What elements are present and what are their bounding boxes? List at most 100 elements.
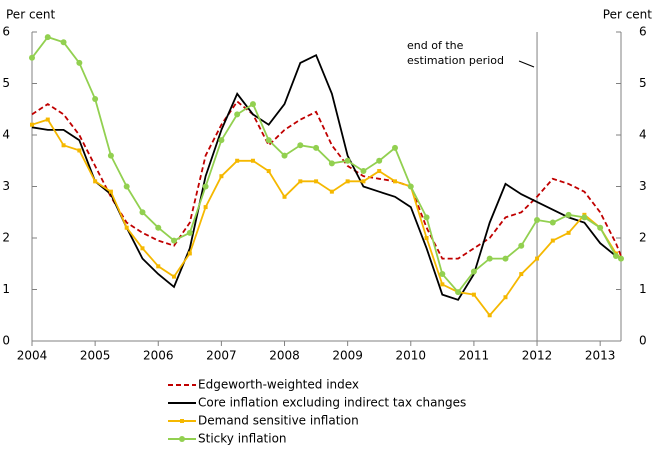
point <box>202 183 209 190</box>
point <box>234 111 241 118</box>
point <box>265 137 272 144</box>
point <box>329 189 334 194</box>
y2-axis-label: Per cent <box>603 8 653 22</box>
point <box>361 179 366 184</box>
point <box>391 144 398 151</box>
point <box>612 253 619 260</box>
point <box>565 211 572 218</box>
point <box>45 117 50 122</box>
legend-marker <box>179 436 185 442</box>
point <box>61 143 66 148</box>
point <box>203 205 208 210</box>
point <box>392 179 397 184</box>
point <box>108 189 113 194</box>
legend-label: Demand sensitive inflation <box>198 414 359 428</box>
series-line <box>31 36 622 294</box>
point <box>502 255 509 262</box>
series-line <box>31 100 622 260</box>
point <box>455 289 462 296</box>
y-tick-label: 0 <box>2 334 10 348</box>
series-line <box>31 53 622 301</box>
point <box>219 174 224 179</box>
point <box>470 268 477 275</box>
point <box>93 179 98 184</box>
point <box>156 264 161 269</box>
point <box>519 272 524 277</box>
point <box>281 152 288 159</box>
y2-tick-label: 0 <box>639 334 647 348</box>
point <box>172 274 177 279</box>
point <box>618 255 624 262</box>
x-tick-label: 2010 <box>396 349 427 363</box>
y2-tick-label: 6 <box>639 25 647 39</box>
point <box>549 219 556 226</box>
x-tick-label: 2012 <box>522 349 553 363</box>
point <box>503 295 508 300</box>
legend-label: Edgeworth-weighted index <box>198 378 359 392</box>
x-tick-label: 2004 <box>17 349 48 363</box>
point <box>76 59 83 66</box>
point <box>123 183 130 190</box>
x-tick-label: 2005 <box>80 349 111 363</box>
point <box>249 101 256 108</box>
point <box>171 237 178 244</box>
y2-tick-label: 2 <box>639 231 647 245</box>
point <box>30 122 34 127</box>
point <box>487 313 492 318</box>
point <box>29 54 35 61</box>
point <box>218 137 225 144</box>
y-tick-label: 5 <box>2 76 10 90</box>
point <box>44 34 51 41</box>
legend-label: Core inflation excluding indirect tax ch… <box>198 396 466 410</box>
point <box>314 179 319 184</box>
point <box>423 214 430 221</box>
point <box>440 282 445 287</box>
point <box>518 242 525 249</box>
point <box>313 144 320 151</box>
annotation-text: end of the <box>407 39 464 52</box>
point <box>140 246 145 251</box>
point <box>107 152 114 159</box>
x-tick-label: 2009 <box>332 349 363 363</box>
point <box>376 157 383 164</box>
point <box>345 179 350 184</box>
y-tick-label: 6 <box>2 25 10 39</box>
point <box>328 160 335 167</box>
point <box>250 158 255 163</box>
point <box>581 214 588 221</box>
legend-label: Sticky inflation <box>198 432 287 446</box>
point <box>534 216 541 223</box>
x-tick-label: 2008 <box>269 349 300 363</box>
y-tick-label: 4 <box>2 128 10 142</box>
point <box>597 224 604 231</box>
point <box>424 236 429 240</box>
x-tick-label: 2007 <box>206 349 237 363</box>
y2-tick-label: 1 <box>639 282 647 296</box>
point <box>535 256 540 261</box>
point <box>298 179 303 184</box>
point <box>550 238 555 243</box>
point <box>235 158 240 163</box>
point <box>124 225 129 230</box>
x-tick-label: 2013 <box>585 349 616 363</box>
legend-marker <box>180 419 184 423</box>
y-axis-label: Per cent <box>6 8 56 22</box>
annotation-arrow <box>518 60 535 68</box>
y-tick-label: 3 <box>2 179 10 193</box>
point <box>360 168 367 175</box>
point <box>155 224 162 231</box>
point <box>139 209 146 216</box>
point <box>439 271 446 278</box>
point <box>60 39 67 46</box>
y-tick-label: 1 <box>2 282 10 296</box>
y-tick-label: 2 <box>2 231 10 245</box>
point <box>297 142 304 149</box>
point <box>407 183 414 190</box>
y2-tick-label: 5 <box>639 76 647 90</box>
annotation-text: estimation period <box>407 54 504 67</box>
point <box>92 95 99 102</box>
point <box>266 169 271 174</box>
x-tick-label: 2006 <box>143 349 174 363</box>
point <box>471 292 476 297</box>
point <box>377 169 382 174</box>
